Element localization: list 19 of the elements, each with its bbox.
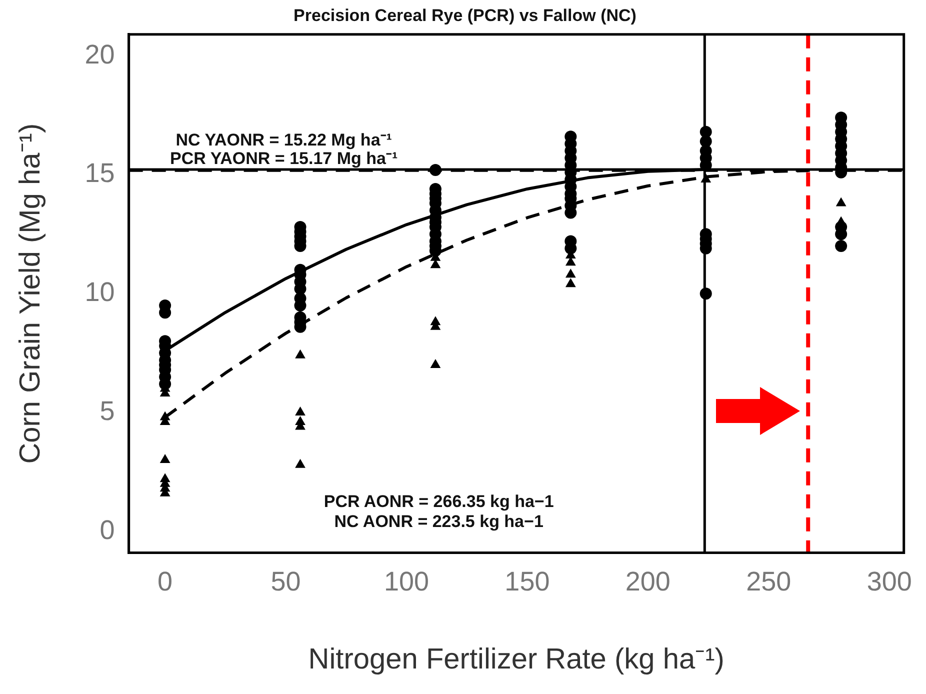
x-tick-label: 50 (270, 566, 301, 596)
chart-title: Precision Cereal Rye (PCR) vs Fallow (NC) (294, 6, 636, 25)
annotation: NC AONR = 223.5 kg ha−1 (334, 512, 544, 531)
x-axis-title: Nitrogen Fertilizer Rate (kg ha⁻¹) (308, 644, 724, 676)
x-tick-label: 0 (158, 566, 173, 596)
y-tick-label: 0 (100, 514, 115, 545)
y-tick-label: 10 (84, 277, 115, 308)
x-tick-label: 300 (866, 566, 912, 596)
y-tick-label: 20 (84, 39, 115, 70)
y-axis-title: Corn Grain Yield (Mg ha⁻¹) (14, 123, 46, 464)
x-tick-label: 150 (504, 566, 550, 596)
x-tick-label: 200 (625, 566, 670, 596)
x-tick-label: 250 (746, 566, 792, 596)
y-tick-label: 5 (100, 396, 115, 426)
x-tick-label: 100 (384, 566, 430, 596)
annotation: PCR AONR = 266.35 kg ha−1 (324, 492, 554, 511)
y-tick-label: 15 (84, 158, 115, 188)
ref-line-label: PCR YAONR = 15.17 Mg ha⁻¹ (170, 148, 398, 168)
ref-line-label: NC YAONR = 15.22 Mg ha⁻¹ (176, 130, 392, 150)
